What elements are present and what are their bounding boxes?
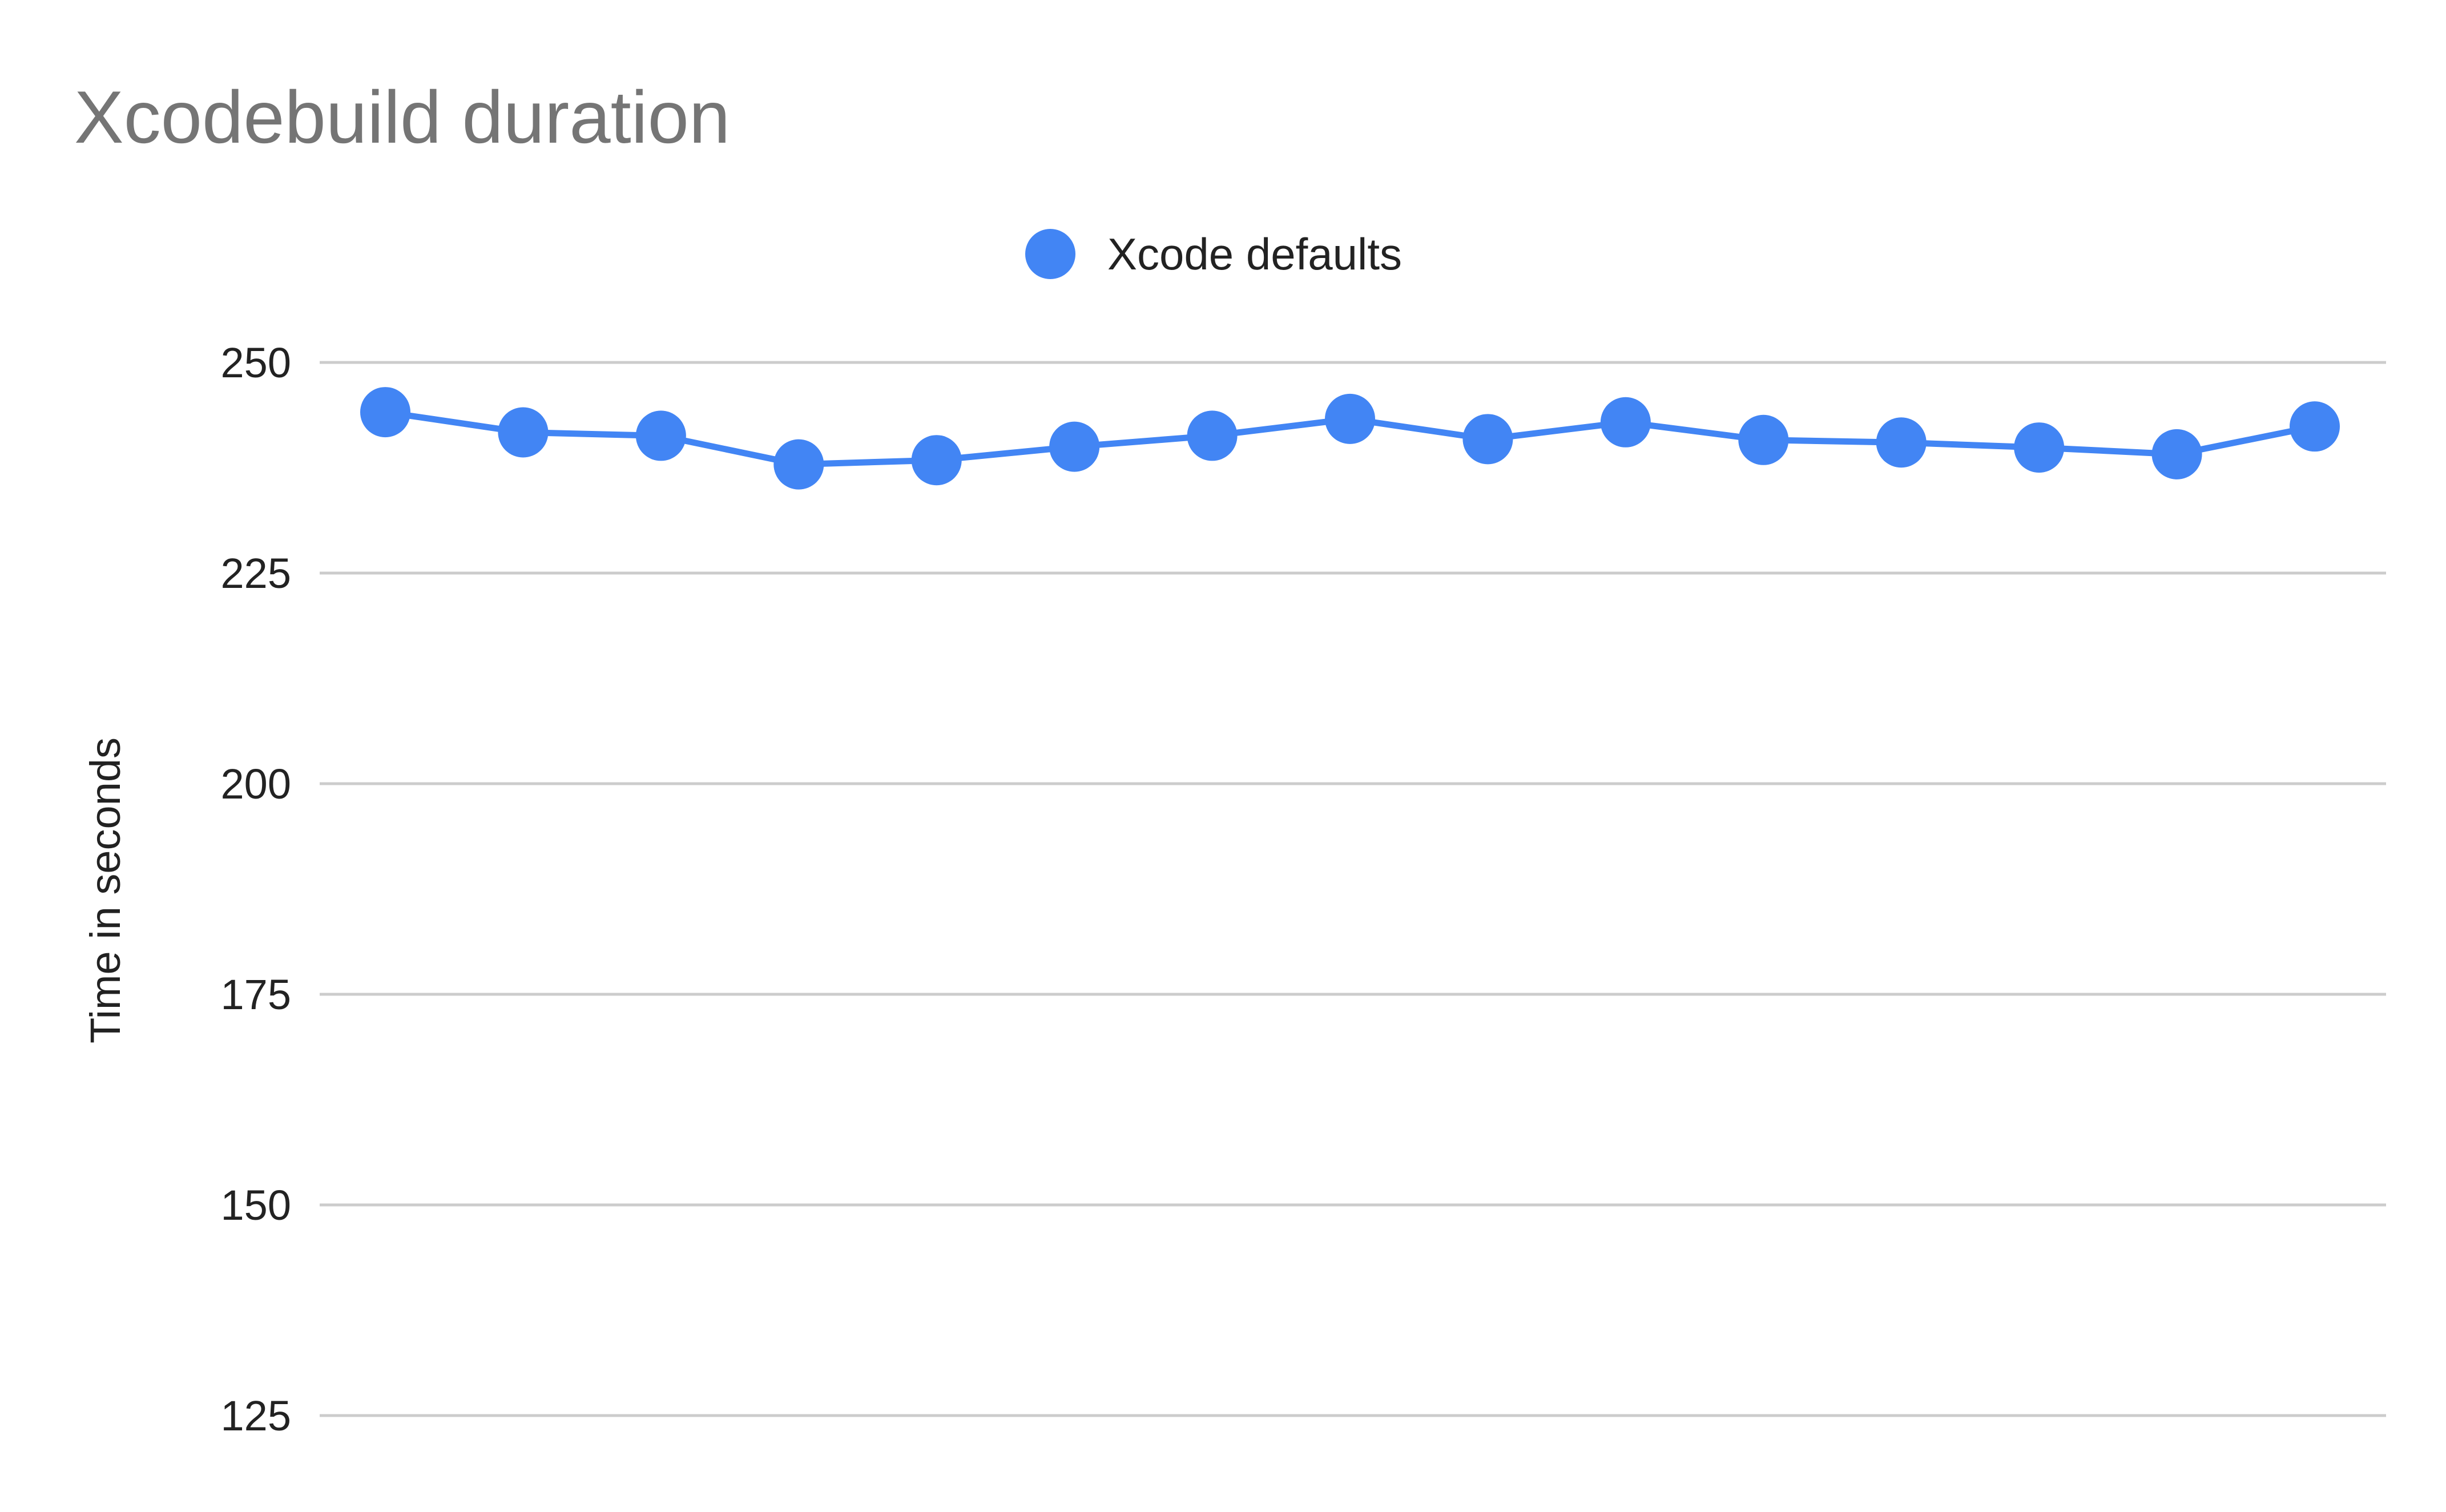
- data-point: [635, 410, 686, 461]
- y-tick-label: 225: [221, 550, 291, 597]
- data-point: [1462, 414, 1513, 465]
- y-axis-title: Time in seconds: [82, 737, 129, 1043]
- legend-label: Xcode defaults: [1107, 229, 1402, 279]
- y-tick-label: 200: [221, 760, 291, 808]
- legend: Xcode defaults: [1025, 229, 1402, 279]
- data-point: [1600, 397, 1651, 447]
- y-tick-label: 250: [221, 339, 291, 386]
- y-tick-labels: 125 150 175 200 225 250: [221, 339, 291, 1440]
- gridlines: [320, 361, 2386, 1417]
- data-point: [1738, 414, 1789, 465]
- y-tick-label: 125: [221, 1392, 291, 1440]
- data-point: [360, 387, 410, 438]
- y-tick-label: 150: [221, 1182, 291, 1229]
- data-point: [1049, 421, 1100, 472]
- data-point: [2290, 401, 2340, 452]
- data-point: [1325, 393, 1375, 444]
- data-point: [2014, 422, 2065, 473]
- data-point: [773, 439, 824, 490]
- legend-marker: [1025, 229, 1075, 279]
- data-point: [911, 435, 962, 486]
- series-xcode-defaults: [360, 387, 2340, 490]
- y-tick-label: 175: [221, 971, 291, 1018]
- data-point: [1187, 410, 1238, 461]
- chart-title: Xcodebuild duration: [74, 75, 731, 159]
- data-point: [1876, 417, 1927, 468]
- data-point: [2151, 429, 2202, 479]
- data-point: [498, 407, 549, 458]
